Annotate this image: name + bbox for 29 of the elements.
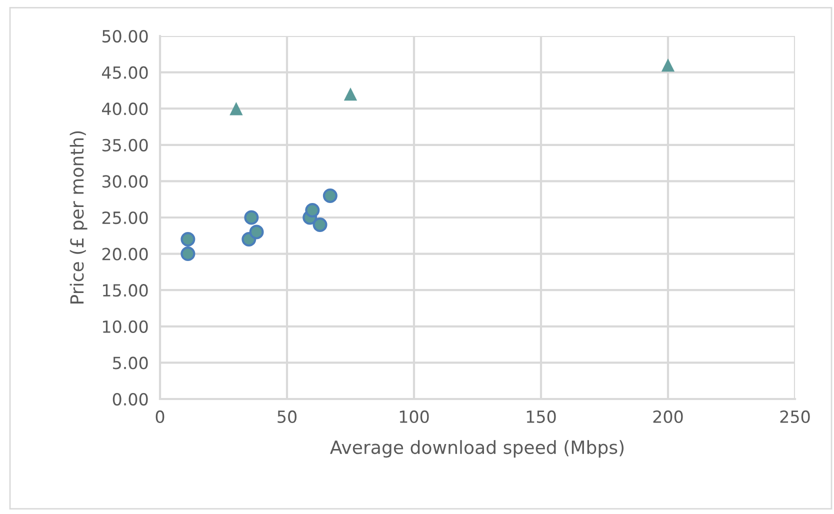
y-tick-label: 15.00: [103, 284, 148, 297]
y-tick-label: 30.00: [102, 175, 148, 188]
point: [322, 188, 338, 203]
point: [230, 102, 243, 116]
y-tick-label: 40.00: [102, 102, 148, 116]
y-tick-label: 0.00: [112, 392, 148, 406]
y-tick-label: 25.00: [102, 211, 148, 224]
y-tick-label: 45.00: [102, 66, 148, 79]
point: [305, 202, 320, 218]
x-tick-label: 200: [653, 410, 683, 424]
point: [180, 246, 196, 262]
point: [249, 224, 264, 240]
point: [344, 87, 358, 101]
x-tick-label: 150: [526, 410, 556, 424]
x-tick-label: 250: [780, 410, 810, 424]
y-tick-label: 10.00: [103, 320, 148, 333]
y-tick-label: 35.00: [102, 138, 148, 152]
x-tick-label: 0: [156, 410, 164, 424]
y-axis-title: Price (£ per month): [70, 131, 88, 304]
y-tick-label: 20.00: [102, 248, 148, 260]
x-tick-label: 50: [278, 410, 296, 424]
point: [312, 218, 328, 232]
point: [661, 58, 675, 72]
x-tick-label: 100: [400, 410, 429, 424]
y-tick-label: 50.00: [102, 30, 148, 43]
point: [180, 232, 196, 247]
y-tick-label: 5.00: [113, 356, 148, 370]
x-axis-title: Average download speed (Mbps): [330, 440, 624, 458]
point: [244, 210, 259, 225]
